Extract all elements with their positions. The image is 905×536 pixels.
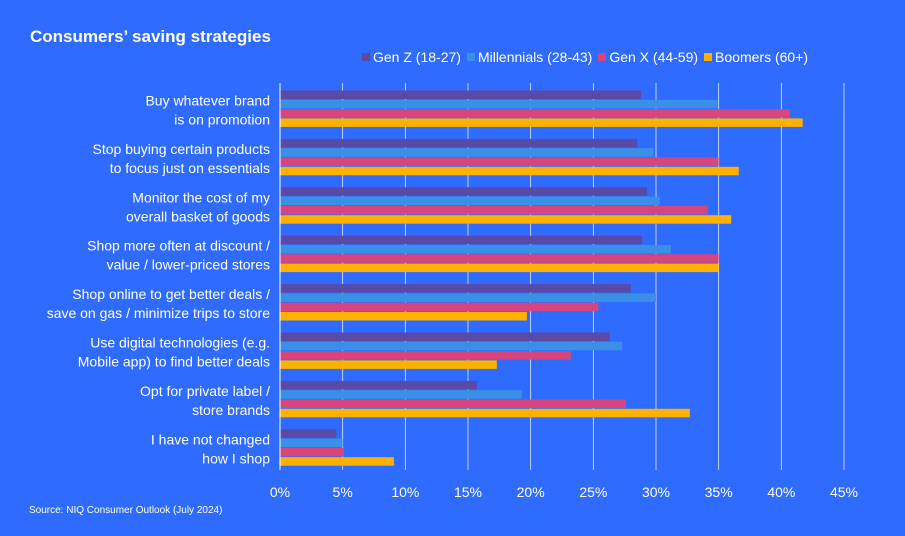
category-label: Shop more often at discount / (87, 238, 270, 254)
category-label: is on promotion (174, 112, 270, 128)
category-label: Mobile app) to find better deals (78, 354, 270, 370)
x-tick-label: 0% (270, 484, 290, 500)
bar (280, 157, 719, 166)
category-label: store brands (192, 402, 270, 418)
bar (280, 235, 643, 245)
bar (280, 438, 343, 448)
bar (280, 380, 477, 390)
category-label: Buy whatever brand (145, 93, 270, 109)
bar (280, 457, 395, 466)
x-tick-label: 20% (517, 484, 545, 500)
category-label: I have not changed (151, 431, 270, 447)
legend-swatch (598, 53, 607, 61)
bar (280, 284, 631, 293)
bar (280, 90, 641, 99)
legend-item: Gen Z (18-27) (362, 49, 461, 65)
bar (280, 408, 690, 418)
bar (280, 302, 599, 312)
x-tick-label: 40% (767, 484, 795, 500)
x-tick-label: 45% (830, 484, 858, 500)
bar (280, 166, 739, 176)
x-tick-label: 25% (579, 484, 607, 500)
category-label: Use digital technologies (e.g. (90, 335, 270, 351)
category-label: Shop online to get better deals / (72, 286, 270, 302)
bar (280, 263, 719, 273)
x-tick-label: 15% (454, 484, 482, 500)
bar (280, 148, 654, 157)
bar (280, 196, 660, 206)
category-label: Opt for private label / (140, 383, 270, 399)
category-label: Stop buying certain products (93, 141, 270, 157)
bar (280, 332, 610, 341)
legend-label: Gen Z (18-27) (373, 49, 461, 65)
legend-item: Boomers (60+) (704, 49, 808, 65)
category-label: to focus just on essentials (110, 160, 270, 176)
category-label: save on gas / minimize trips to store (47, 305, 271, 321)
bar (280, 245, 672, 254)
bar (280, 360, 497, 369)
chart-title: Consumers’ saving strategies (30, 27, 271, 46)
category-label: how I shop (202, 450, 270, 466)
x-tick-label: 5% (333, 484, 353, 500)
legend-item: Gen X (44-59) (598, 49, 698, 65)
bar (280, 205, 708, 215)
bar (280, 312, 527, 321)
bar (280, 99, 718, 109)
legend-swatch (466, 53, 475, 61)
legend-swatch (704, 53, 713, 61)
bar (280, 447, 344, 457)
category-label: value / lower-priced stores (107, 257, 270, 273)
bar (280, 254, 719, 263)
bar (280, 215, 732, 224)
bar (280, 429, 337, 438)
legend-label: Millennials (28-43) (477, 49, 593, 65)
legend-swatch (362, 53, 370, 61)
bar (280, 351, 571, 360)
legend-item: Millennials (28-43) (466, 49, 593, 65)
bar (280, 109, 791, 118)
source-note: Source: NIQ Consumer Outlook (July 2024) (29, 505, 223, 516)
bar (280, 293, 656, 302)
x-tick-label: 35% (705, 484, 733, 500)
bar (280, 187, 648, 196)
category-label: Monitor the cost of my (132, 189, 270, 205)
bar (280, 341, 623, 351)
bar (280, 118, 803, 127)
x-tick-label: 30% (642, 484, 670, 500)
bar (280, 390, 522, 399)
x-tick-label: 10% (391, 484, 419, 500)
bar (280, 399, 626, 408)
legend-label: Gen X (44-59) (609, 49, 699, 65)
bar (280, 138, 638, 148)
chart-legend: Gen Z (18-27) Millennials (28-43) Gen X (4… (362, 49, 808, 65)
legend-label: Boomers (60+) (715, 49, 809, 65)
category-label: overall basket of goods (126, 208, 270, 224)
